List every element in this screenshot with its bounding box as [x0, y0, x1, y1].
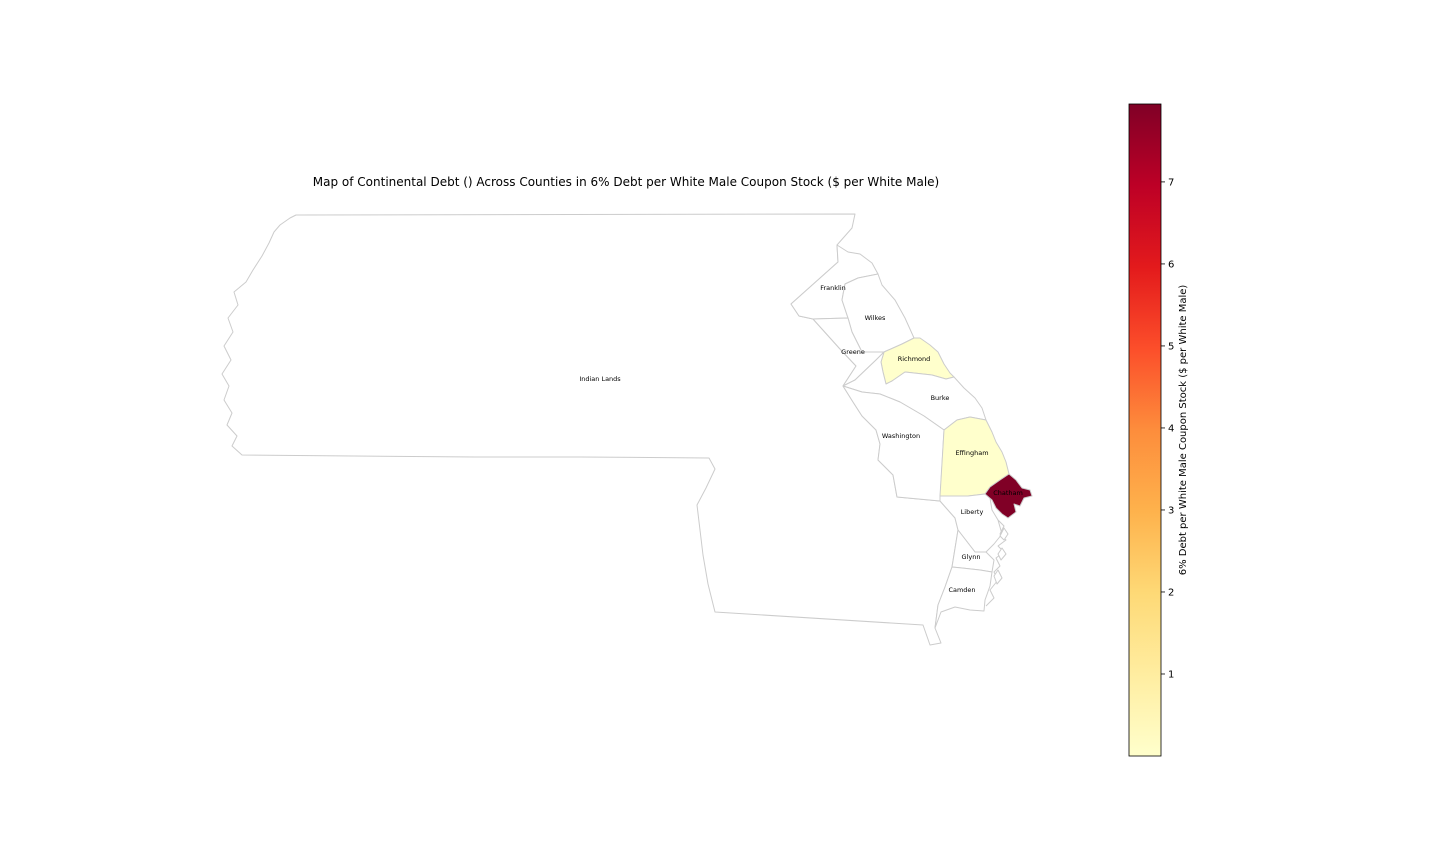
county-label-wilkes: Wilkes: [865, 314, 886, 322]
colorbar-tick-label: 3: [1168, 505, 1174, 516]
county-label-indian-lands: Indian Lands: [579, 375, 621, 383]
county-label-greene: Greene: [841, 348, 865, 356]
county-label-camden: Camden: [948, 586, 975, 594]
county-camden: [934, 566, 993, 629]
colorbar-tick-label: 4: [1168, 423, 1174, 434]
county-label-effingham: Effingham: [955, 449, 988, 457]
county-washington: [842, 385, 945, 502]
county-label-burke: Burke: [931, 394, 950, 402]
colorbar-tick-label: 1: [1168, 669, 1174, 680]
colorbar-label: 6% Debt per White Male Coupon Stock ($ p…: [1178, 285, 1189, 576]
county-labels: Indian Lands Franklin Wilkes Greene Rich…: [579, 284, 1023, 594]
coastal-marsh: [985, 519, 1007, 607]
county-label-richmond: Richmond: [898, 355, 931, 363]
colorbar-gradient: [1128, 103, 1162, 757]
county-label-franklin: Franklin: [820, 284, 846, 292]
colorbar-tick-label: 2: [1168, 587, 1174, 598]
county-label-chatham: Chatham: [993, 489, 1023, 497]
coastal-islands: [993, 527, 1009, 585]
county-label-liberty: Liberty: [961, 508, 984, 516]
colorbar-ticks: 1 2 3 4 5 6 7: [1161, 177, 1174, 680]
colorbar-tick-label: 5: [1168, 341, 1174, 352]
map-title: Map of Continental Debt () Across Counti…: [313, 175, 939, 189]
county-chatham: [984, 473, 1033, 519]
colorbar: 1 2 3 4 5 6 7 6% Debt per White Male Coupon St…: [1128, 103, 1189, 757]
county-label-washington: Washington: [882, 432, 920, 440]
colorbar-tick-label: 7: [1168, 177, 1174, 188]
county-label-glynn: Glynn: [962, 553, 981, 561]
colorbar-tick-label: 6: [1168, 259, 1174, 270]
county-map: [221, 213, 1033, 646]
